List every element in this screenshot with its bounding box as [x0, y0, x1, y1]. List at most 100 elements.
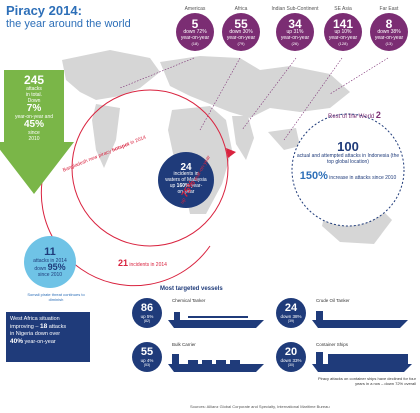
- malaysia-percent: 160%: [176, 183, 190, 189]
- somalia-line: down: [34, 265, 47, 272]
- container-note: Piracy attacks on container ships have d…: [317, 376, 416, 386]
- malaysia-circle: 24 incidents in waters of Malaysia up 16…: [158, 152, 214, 208]
- west-africa-line: attacks: [48, 324, 67, 330]
- vessel-number: 20: [284, 346, 298, 358]
- west-africa-line: improving –: [10, 324, 40, 330]
- arc-text: incidents in 2014: [129, 262, 167, 268]
- malaysia-line: on-year: [177, 189, 195, 195]
- indonesia-circle: [291, 113, 405, 227]
- region-previous: (79): [237, 41, 245, 46]
- crude-oil-tanker-icon: [312, 311, 408, 328]
- region-name: Indian Sub-Continent: [271, 6, 319, 12]
- region-circle: 8 down 38% year-on-year (13): [370, 13, 408, 51]
- hotspot-arrow-icon: [226, 148, 236, 158]
- west-africa-line: year-on-year: [24, 339, 56, 345]
- region-number: 8: [385, 17, 393, 31]
- region-previous: (13): [385, 41, 393, 46]
- region-name: Americas: [184, 6, 206, 12]
- vessel-previous: (82): [143, 319, 151, 323]
- region-period: year-on-year: [280, 34, 310, 41]
- vessel-change: down 33%: [280, 358, 302, 363]
- green-arrow-shape: [0, 70, 74, 194]
- global-total-line: since: [28, 130, 40, 136]
- vessel-crude-oil-tanker: 24 down 38% (39): [276, 298, 306, 328]
- vessel-change: down 38%: [280, 314, 302, 319]
- rest-of-world-number: 2: [375, 110, 381, 120]
- vessel-previous: (39): [287, 319, 295, 323]
- vessel-change: up 4%: [140, 358, 154, 363]
- vessel-change: up 5%: [140, 314, 154, 319]
- bulk-carrier-icon: [168, 354, 264, 372]
- vessel-chemical-tanker: 86 up 5% (82): [132, 298, 162, 328]
- region-africa: Africa 55 down 30% year-on-year (79): [216, 6, 266, 51]
- region-change: up 31%: [286, 29, 304, 35]
- arc-circle: [71, 89, 229, 247]
- arc-number: 21: [118, 258, 129, 268]
- vessel-bulk-carrier: 55 up 4% (53): [132, 342, 162, 372]
- global-total-line: in total.: [25, 92, 43, 98]
- eurasia-shape: [160, 56, 350, 118]
- vessel-number: 55: [140, 346, 154, 358]
- region-americas: Americas 5 down 72% year-on-year (18): [170, 6, 220, 51]
- region-indian-sub-continent: Indian Sub-Continent 34 up 31% year-on-y…: [270, 6, 320, 51]
- global-total: 245 attacks in total. Down 7% year-on-ye…: [4, 74, 64, 142]
- india-shape: [232, 116, 254, 160]
- region-previous: (18): [191, 41, 199, 46]
- region-period: year-on-year: [180, 34, 210, 41]
- vessel-name: Bulk Carrier: [172, 342, 196, 347]
- malaysia-line: up: [169, 183, 176, 189]
- west-africa-number: 18: [39, 323, 48, 330]
- rest-of-world: Rest of the World 2: [328, 110, 381, 120]
- region-number: 34: [288, 17, 302, 31]
- region-circle: 5 down 72% year-on-year (18): [176, 13, 214, 51]
- region-circle: 55 down 30% year-on-year (79): [222, 13, 260, 51]
- vessel-previous: (53): [143, 363, 151, 367]
- indonesia-number: 100: [337, 139, 359, 154]
- malaysia-line: waters of Malaysia: [165, 177, 207, 183]
- region-far-east: Far East 8 down 38% year-on-year (13): [364, 6, 414, 51]
- region-name: Far East: [379, 6, 399, 12]
- west-africa-box: West Africa situation improving – 18 att…: [6, 312, 90, 362]
- container-ship-icon: [312, 352, 412, 372]
- region-previous: (128): [338, 41, 348, 46]
- vessel-container-ships: 20 down 33% (30): [276, 342, 306, 372]
- somalia-line: since 2010: [37, 271, 63, 278]
- global-total-percent: 7%: [26, 103, 42, 114]
- malaysia-line: year-: [190, 183, 203, 189]
- vessel-number: 24: [284, 302, 298, 314]
- somalia-percent: 95%: [47, 261, 66, 272]
- global-total-line: year-on-year and: [14, 114, 54, 120]
- vessel-name: Crude Oil Tanker: [316, 298, 350, 303]
- region-number: 5: [191, 17, 199, 31]
- region-period: year-on-year: [328, 34, 358, 41]
- indonesia-percent-text: increase in attacks since 2010: [329, 175, 397, 181]
- west-africa-line: in Nigeria down over: [10, 331, 61, 337]
- vessel-name: Chemical Tanker: [172, 298, 206, 303]
- page-subtitle: the year around the world: [6, 18, 131, 30]
- region-period: year-on-year: [226, 34, 256, 41]
- page-title: Piracy 2014:: [6, 3, 82, 18]
- region-connectors: [119, 57, 389, 141]
- west-africa-percent: 40%: [10, 338, 24, 345]
- indonesia-stats: 100 actual and attempted attacks in Indo…: [293, 139, 403, 182]
- vessel-name: Container Ships: [316, 342, 349, 347]
- source-note: Sources: Allianz Global Corporate and Sp…: [190, 404, 330, 409]
- rest-of-world-label: Rest of the World: [328, 114, 375, 120]
- malaysia-number: 24: [180, 162, 192, 173]
- west-africa-line: West Africa situation: [10, 316, 60, 322]
- region-change: up 10%: [334, 29, 352, 35]
- global-total-percent2: 45%: [23, 119, 44, 130]
- region-se-asia: SE Asia 141 up 10% year-on-year (128): [318, 6, 368, 51]
- region-name: SE Asia: [334, 6, 352, 12]
- vessel-previous: (30): [287, 363, 295, 367]
- global-total-line: attacks: [26, 86, 42, 92]
- region-previous: (26): [291, 41, 299, 46]
- somalia-line: attacks in 2014: [33, 257, 67, 264]
- chemical-tanker-icon: [168, 312, 264, 328]
- south-america-shape: [92, 104, 120, 168]
- global-total-line: 2010: [28, 136, 40, 142]
- region-period: year-on-year: [374, 34, 404, 41]
- region-number: 141: [332, 17, 354, 31]
- se-asia-shape: [268, 128, 300, 150]
